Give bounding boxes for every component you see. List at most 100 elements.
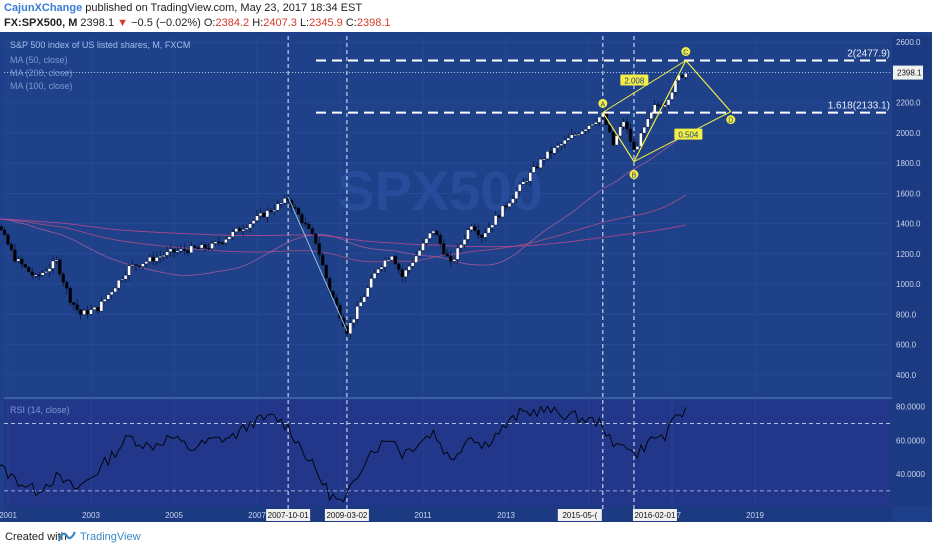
candle-body-149: [480, 234, 484, 238]
candle-body-43: [113, 287, 117, 293]
candle-body-64: [186, 250, 190, 254]
candle-body-103: [321, 254, 325, 266]
candle-body-55: [155, 257, 159, 262]
candle-body-52: [144, 261, 149, 264]
candle-body-168: [545, 151, 550, 159]
candle-body-49: [134, 264, 138, 267]
price-tick-3: 1000.0: [896, 280, 921, 289]
footer: Created with TradingView: [0, 522, 932, 550]
candle-body-127: [404, 269, 408, 277]
candle-body-46: [123, 275, 128, 280]
time-tick-1: 2003: [82, 511, 100, 520]
candle-body-99: [307, 223, 311, 229]
candle-body-97: [300, 214, 304, 224]
candle-body-113: [355, 306, 359, 320]
ma-line-50: [0, 133, 687, 276]
candle-body-25: [51, 260, 55, 269]
candle-body-138: [442, 243, 446, 254]
candle-body-208: [684, 73, 688, 78]
price-pane[interactable]: [4, 36, 892, 396]
candle-body-117: [369, 278, 373, 288]
candle-body-26: [54, 259, 59, 262]
price-chart[interactable]: SPX500 2(2477.9) 1.618(2133.1) A B C D 2.008 0…: [0, 32, 932, 522]
candle-body-187: [611, 131, 615, 146]
time-tick-6: 2013: [497, 511, 515, 520]
candle-body-51: [141, 263, 145, 267]
price-tick-7: 1800.0: [896, 159, 921, 168]
candle-body-15: [16, 258, 21, 262]
symbol-label[interactable]: FX:SPX500, M: [4, 17, 78, 29]
candle-body-196: [642, 126, 647, 134]
ratio-box-1: [674, 128, 703, 140]
author-link[interactable]: CajunXChange: [4, 2, 83, 14]
candle-body-140: [448, 255, 453, 262]
candle-body-54: [151, 256, 155, 262]
last-price: 2398.1: [80, 17, 115, 29]
candle-body-58: [165, 251, 169, 256]
candle-body-153: [493, 215, 498, 226]
ratio-label-0: 2.008: [624, 76, 645, 85]
candle-body-118: [372, 273, 377, 279]
candle-body-161: [521, 181, 525, 185]
candle-body-61: [175, 250, 180, 253]
candle-body-79: [238, 228, 242, 232]
low-value: 2345.9: [309, 17, 343, 29]
price-tick-1: 600.0: [896, 341, 917, 350]
candle-body-198: [649, 112, 653, 120]
candle-body-40: [103, 299, 107, 302]
quote-line: FX:SPX500, M 2398.1 ▼ −0.5 (−0.02%) O:23…: [4, 17, 391, 29]
candle-body-195: [639, 132, 643, 147]
candle-body-155: [500, 205, 505, 218]
price-scale[interactable]: [892, 36, 932, 506]
candle-body-41: [106, 294, 110, 300]
candle-body-45: [120, 278, 124, 281]
candle-body-136: [435, 230, 439, 236]
candle-body-173: [563, 139, 567, 145]
candle-body-83: [251, 220, 256, 224]
candle-body-176: [573, 134, 577, 136]
candle-body-11: [2, 229, 7, 235]
candle-body-37: [92, 307, 97, 310]
candle-body-57: [161, 255, 166, 257]
date-marker-box-2: [557, 509, 602, 521]
candle-body-36: [89, 309, 93, 315]
candle-body-144: [462, 239, 467, 245]
candle-body-120: [379, 266, 384, 270]
candle-body-75: [224, 239, 228, 243]
pattern-path: [602, 59, 732, 163]
tradingview-brand[interactable]: TradingView: [80, 531, 141, 543]
pattern-point-B: [629, 170, 639, 180]
candle-body-53: [148, 256, 152, 262]
candle-body-98: [303, 222, 308, 225]
down-arrow-icon: ▼: [117, 17, 129, 29]
candle-body-48: [130, 264, 135, 267]
candle-body-18: [27, 266, 31, 272]
candle-body-87: [265, 210, 270, 218]
candle-body-175: [570, 134, 574, 139]
open-label: O:: [203, 17, 216, 29]
date-marker-label-3: 2016-02-01: [634, 511, 675, 520]
fib-label-1: 1.618(2133.1): [828, 101, 890, 112]
ma-line-100: [0, 194, 687, 263]
date-marker-label-0: 2007-10-01: [268, 511, 309, 520]
candle-body-28: [61, 273, 66, 283]
created-with-text: Created with: [5, 531, 67, 543]
candle-body-164: [531, 166, 536, 173]
candle-body-192: [628, 128, 633, 142]
candle-body-76: [227, 236, 232, 240]
candle-body-137: [438, 234, 442, 244]
candle-body-179: [583, 129, 588, 132]
publish-line: CajunXChange published on TradingView.co…: [4, 2, 362, 14]
candle-body-63: [182, 248, 187, 251]
candle-body-202: [663, 104, 667, 108]
candle-body-182: [594, 122, 598, 125]
fib-levels: 2(2477.9) 1.618(2133.1): [316, 49, 890, 114]
candle-body-50: [137, 265, 142, 268]
candle-body-158: [511, 198, 515, 204]
candle-body-73: [217, 241, 221, 244]
pattern-label-D: D: [728, 118, 733, 125]
candle-body-84: [255, 215, 259, 221]
candle-body-174: [566, 137, 570, 141]
candle-body-24: [47, 268, 52, 272]
high-label: H:: [252, 17, 264, 29]
